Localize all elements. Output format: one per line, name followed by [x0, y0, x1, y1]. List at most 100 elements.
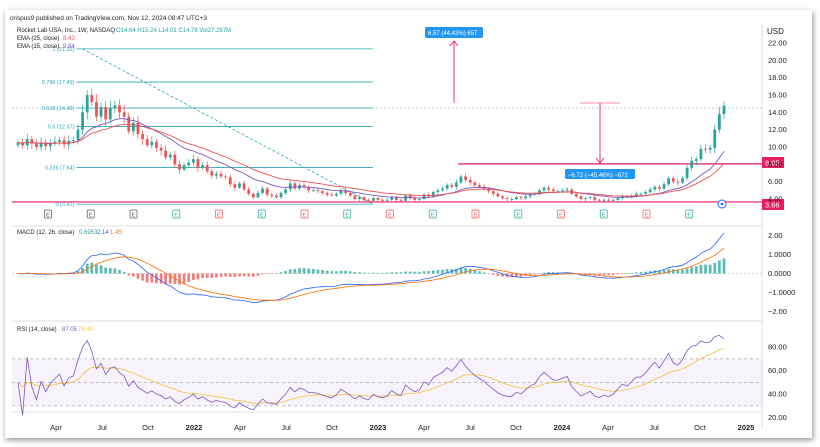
macd-histogram-bar	[510, 273, 514, 278]
candle-body	[187, 162, 191, 166]
rsi-tick-label: 80.00	[768, 343, 787, 352]
macd-histogram-bar	[265, 273, 269, 274]
candle-body	[395, 197, 398, 200]
macd-histogram-bar	[178, 273, 181, 285]
macd-histogram-bar	[496, 273, 500, 276]
candle-body	[371, 198, 375, 201]
macd-histogram-bar	[621, 273, 624, 274]
macd-histogram-bar	[164, 273, 168, 285]
candle-body	[616, 198, 620, 200]
candle-body	[408, 195, 412, 199]
candle-body	[275, 195, 278, 198]
macd-histogram-bar	[298, 268, 301, 274]
symbol-legend: Rocket Lab USA, Inc., 1W, NASDAQ	[17, 28, 115, 34]
earnings-marker	[428, 209, 437, 219]
candle-body	[404, 195, 407, 201]
macd-histogram-bar	[482, 272, 486, 274]
candle-body	[233, 184, 237, 188]
chart-card	[5, 10, 812, 438]
macd-histogram-bar	[118, 270, 121, 274]
macd-histogram-bar	[367, 272, 371, 274]
candle-body	[468, 179, 472, 183]
macd-histogram-bar	[473, 270, 477, 274]
macd-histogram-bar	[201, 273, 204, 279]
candle-body	[607, 199, 611, 201]
candle-body	[265, 188, 269, 195]
ema15-value: 9.84	[63, 44, 75, 50]
time-axis: Apr Jul Oct 2022 Apr Jul Oct 2023 Apr Jul Oct 2024 A…	[50, 423, 754, 432]
candle-body	[496, 193, 500, 197]
ema25-line	[17, 123, 725, 197]
earnings-marker-label: E	[474, 213, 478, 219]
earnings-marker-label: E	[431, 213, 435, 219]
rsi-ma-line	[17, 348, 725, 404]
macd-histogram-bar	[464, 268, 467, 274]
earnings-marker	[215, 209, 223, 219]
candle-body	[464, 176, 467, 180]
macd-histogram-bar	[427, 271, 431, 274]
macd-histogram-bar	[441, 269, 444, 274]
macd-histogram-bar	[390, 272, 394, 274]
macd-histogram-bar	[85, 263, 89, 274]
macd-histogram-bar	[113, 268, 117, 274]
candle-body	[376, 198, 380, 200]
macd-histogram-bar	[551, 272, 555, 274]
earnings-marker-label: E	[516, 213, 520, 219]
candle-body	[547, 187, 551, 190]
candle-body	[634, 193, 638, 196]
candle-body	[579, 196, 583, 199]
macd-histogram-bar	[408, 271, 412, 274]
candle-body	[90, 95, 94, 102]
candle-body	[224, 176, 228, 178]
candle-body	[288, 183, 292, 190]
macd-histogram-bar	[99, 265, 103, 274]
candle-body	[561, 190, 564, 192]
currency-label: USD	[767, 27, 784, 36]
candle-body	[104, 107, 108, 120]
rsi-value: 87.05	[62, 327, 78, 333]
candle-body	[436, 190, 440, 193]
earnings-marker	[557, 209, 565, 219]
candle-body	[155, 141, 158, 148]
candle-body	[593, 197, 597, 200]
price-tick-label: 18.00	[768, 73, 787, 82]
macd-histogram-bar	[547, 272, 551, 274]
macd-histogram-bar	[325, 270, 329, 274]
candle-body	[722, 105, 726, 115]
price-tick-label: 22.00	[768, 39, 787, 48]
time-tick-label: Oct	[326, 423, 339, 432]
candle-body	[261, 188, 264, 193]
macd-histogram-bar	[150, 273, 154, 283]
candle-body	[35, 143, 38, 147]
candle-body	[284, 189, 288, 193]
candle-body	[662, 184, 666, 189]
price-tick-label: 8.00	[768, 160, 783, 169]
macd-histogram-bar	[501, 273, 504, 277]
candle-body	[270, 194, 274, 196]
macd-histogram-bar	[302, 268, 306, 274]
macd-histogram-bar	[155, 273, 158, 284]
downside-arrow-head	[595, 157, 605, 164]
candle-body	[95, 101, 98, 117]
candle-body	[311, 190, 315, 192]
price-tick-label: 12.00	[768, 125, 787, 134]
candle-body	[21, 142, 24, 146]
candle-body	[136, 122, 140, 134]
candle-body	[205, 165, 209, 172]
candle-body	[671, 178, 675, 182]
time-tick-label: Jul	[281, 423, 291, 432]
earnings-marker-label: E	[260, 213, 264, 219]
macd-histogram-bar	[533, 273, 537, 275]
candle-body	[478, 185, 481, 187]
candle-body	[367, 199, 371, 201]
candle-body	[598, 199, 601, 201]
earnings-marker	[343, 209, 352, 219]
macd-histogram-bar	[445, 269, 449, 274]
macd-histogram-bar	[718, 260, 721, 274]
macd-histogram-bar	[81, 267, 84, 274]
macd-histogram-bar	[371, 272, 375, 274]
macd-histogram-bar	[348, 271, 352, 274]
fib-level-label: 0.618 (14.49)	[42, 106, 75, 112]
candle-body	[242, 183, 246, 190]
macd-histogram-bar	[228, 273, 232, 277]
